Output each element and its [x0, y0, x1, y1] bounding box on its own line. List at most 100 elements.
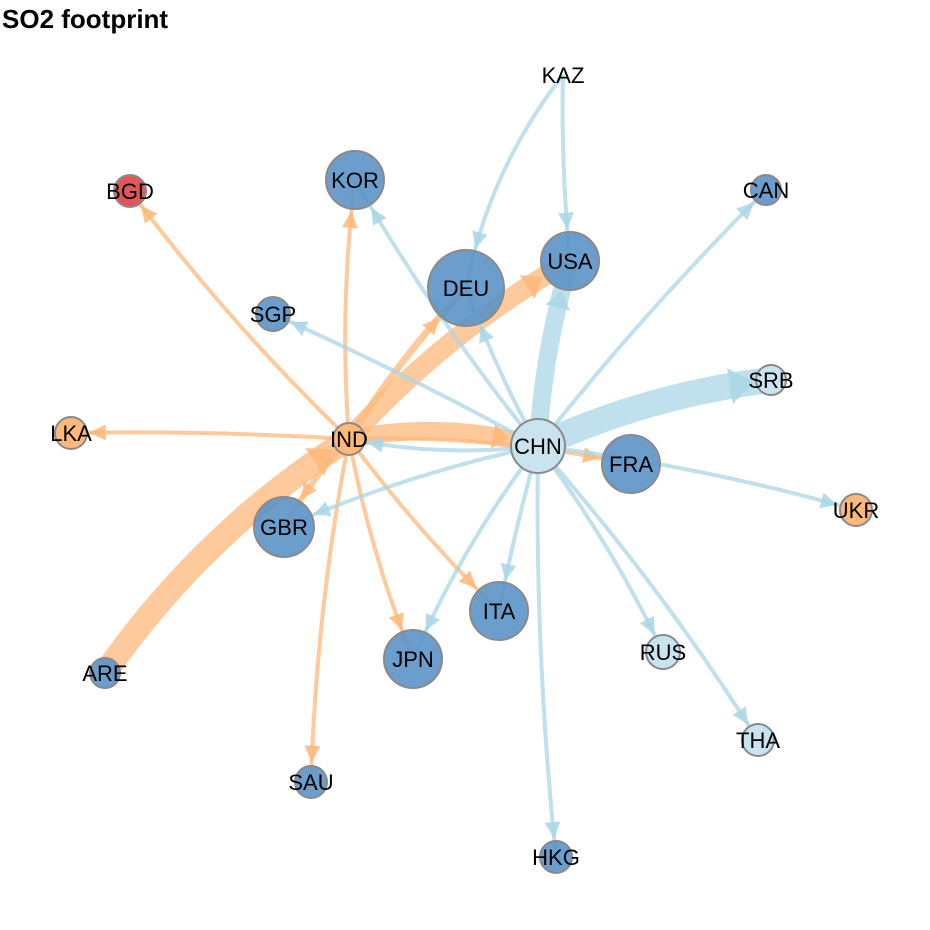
- node-circle-lka: [54, 416, 88, 450]
- edge-ind-sau: [309, 438, 351, 783]
- edge-ind-lka: [70, 430, 350, 441]
- node-bgd[interactable]: BGD: [106, 174, 154, 208]
- node-circle-tha: [741, 723, 775, 757]
- arrowhead-ind-usa: [519, 275, 543, 299]
- edge-ind-ita: [347, 437, 501, 613]
- arrowhead-chn-usa: [545, 290, 570, 311]
- arrowhead-kaz-deu: [472, 230, 488, 249]
- node-ukr[interactable]: UKR: [833, 493, 879, 527]
- node-label-bgd: BGD: [106, 179, 154, 204]
- arrowhead-chn-ind: [366, 436, 385, 453]
- node-hkg[interactable]: HKG: [532, 840, 580, 874]
- node-label-chn: CHN: [514, 434, 562, 459]
- edge-chn-hkg: [535, 445, 558, 858]
- node-label-kaz: KAZ: [542, 63, 585, 88]
- arrowhead-chn-rus: [639, 615, 655, 635]
- node-sgp[interactable]: SGP: [250, 296, 296, 332]
- node-label-usa: USA: [547, 249, 593, 274]
- node-label-rus: RUS: [640, 640, 686, 665]
- node-circle-sgp: [255, 296, 291, 332]
- node-circle-bgd: [113, 174, 147, 208]
- edge-chn-sgp: [272, 312, 539, 448]
- node-chn[interactable]: CHN: [510, 418, 566, 474]
- node-srb[interactable]: SRB: [748, 364, 794, 396]
- node-circle-rus: [645, 634, 681, 670]
- arrowhead-ind-ita: [458, 570, 477, 589]
- node-circle-gbr: [253, 496, 315, 558]
- arrowhead-chn-kor: [371, 207, 387, 226]
- arrowhead-ind-sau: [304, 745, 321, 763]
- node-label-gbr: GBR: [260, 515, 308, 540]
- node-circle-kor: [325, 150, 385, 210]
- node-deu[interactable]: DEU: [427, 249, 505, 327]
- arrowhead-ind-kor: [342, 211, 358, 229]
- arrowhead-chn-deu: [479, 325, 495, 344]
- node-fra[interactable]: FRA: [601, 434, 661, 494]
- node-label-sgp: SGP: [250, 302, 296, 327]
- node-circle-ind: [332, 422, 366, 456]
- arrowhead-ind-bgd: [141, 205, 158, 224]
- arrowhead-ind-jpn: [388, 612, 404, 631]
- node-label-hkg: HKG: [532, 845, 580, 870]
- arrowhead-are-ind: [305, 448, 334, 476]
- node-gbr[interactable]: GBR: [253, 496, 315, 558]
- chart-title: SO2 footprint: [2, 4, 169, 34]
- node-circle-srb: [755, 364, 787, 396]
- nodes-layer: KAZ CAN KOR BGD DEU USA SGP SRB LKA IND CHN FRA UKR G…: [50, 63, 879, 874]
- arrowhead-kaz-usa: [558, 212, 575, 230]
- node-kor[interactable]: KOR: [325, 150, 385, 210]
- node-circle-chn: [510, 418, 566, 474]
- node-label-jpn: JPN: [392, 647, 434, 672]
- node-circle-are: [89, 657, 121, 689]
- node-label-fra: FRA: [609, 452, 653, 477]
- node-can[interactable]: CAN: [743, 174, 789, 206]
- node-usa[interactable]: USA: [540, 231, 600, 291]
- edge-ind-jpn: [347, 438, 415, 660]
- node-ind[interactable]: IND: [330, 422, 368, 456]
- edge-chn-ukr: [537, 444, 857, 512]
- edge-ind-bgd: [128, 189, 351, 441]
- node-are[interactable]: ARE: [82, 657, 128, 689]
- arrowhead-chn-hkg: [544, 821, 561, 839]
- node-rus[interactable]: RUS: [640, 634, 686, 670]
- arrowhead-chn-tha: [732, 706, 749, 725]
- arrowhead-chn-can: [736, 202, 754, 220]
- node-circle-can: [750, 174, 782, 206]
- node-circle-ita: [469, 581, 529, 641]
- edge-chn-can: [536, 188, 768, 448]
- node-label-can: CAN: [743, 178, 789, 203]
- node-label-tha: THA: [736, 728, 780, 753]
- node-label-are: ARE: [82, 661, 127, 686]
- arrowhead-chn-jpn: [425, 612, 441, 631]
- node-circle-ukr: [839, 493, 873, 527]
- node-kaz[interactable]: KAZ: [542, 63, 585, 88]
- arrowhead-chn-srb: [727, 367, 755, 404]
- node-sau[interactable]: SAU: [288, 765, 334, 799]
- arrowhead-chn-ita: [500, 562, 517, 581]
- edge-are-ind: [95, 428, 356, 680]
- node-label-sau: SAU: [288, 770, 333, 795]
- node-circle-jpn: [383, 629, 443, 689]
- arrowhead-ind-lka: [89, 424, 106, 441]
- node-lka[interactable]: LKA: [50, 416, 92, 450]
- arrowhead-chn-sgp: [290, 321, 309, 336]
- node-label-ita: ITA: [483, 599, 516, 624]
- arrowhead-ind-gbr: [300, 481, 317, 500]
- arrowhead-chn-ukr: [819, 492, 838, 509]
- node-label-ind: IND: [330, 427, 368, 452]
- node-label-kor: KOR: [331, 168, 379, 193]
- node-label-srb: SRB: [748, 368, 793, 393]
- node-circle-usa: [540, 231, 600, 291]
- node-circle-sau: [294, 765, 328, 799]
- node-label-lka: LKA: [50, 421, 92, 446]
- node-jpn[interactable]: JPN: [383, 629, 443, 689]
- node-circle-deu: [427, 249, 505, 327]
- arrowhead-ind-deu: [422, 317, 439, 336]
- node-circle-fra: [601, 434, 661, 494]
- node-tha[interactable]: THA: [736, 723, 780, 757]
- node-label-deu: DEU: [443, 276, 489, 301]
- arrowhead-chn-gbr: [313, 501, 332, 517]
- node-ita[interactable]: ITA: [469, 581, 529, 641]
- node-label-ukr: UKR: [833, 498, 879, 523]
